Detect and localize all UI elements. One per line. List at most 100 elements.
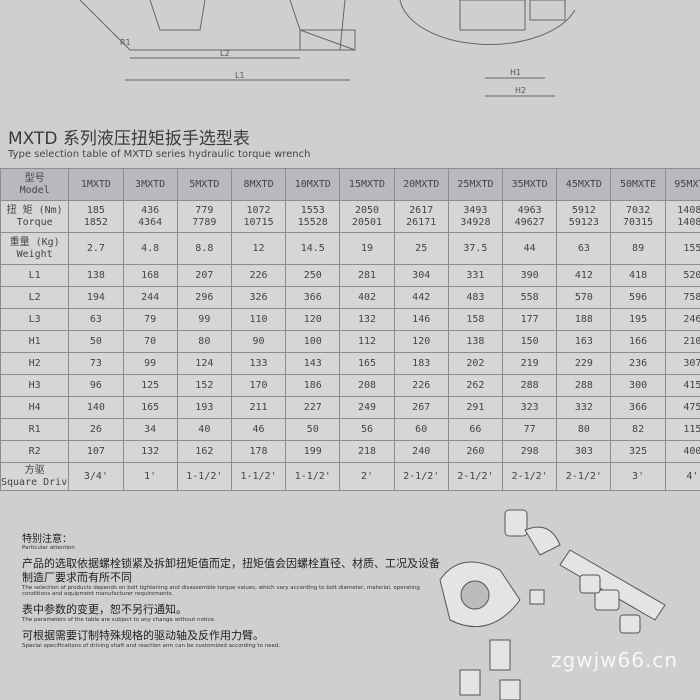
row-label: L2 — [0, 286, 70, 309]
row-label: H4 — [0, 396, 70, 419]
l2-label: L2 — [220, 49, 230, 58]
dim-cell: 166 — [610, 330, 666, 353]
dim-cell: 70 — [122, 330, 178, 353]
dim-cell: 50 — [68, 330, 124, 353]
note-item: 产品的选取依据螺栓锁紧及拆卸扭矩值而定，扭矩值会因螺栓直径、材质、工况及设备制造… — [22, 557, 440, 597]
dim-cell: 162 — [176, 440, 232, 463]
dim-cell: 219 — [502, 352, 558, 375]
torque-cell: 1553 15528 — [285, 200, 341, 233]
dim-row: L2 194 244 296 326 366 402 442 483 558 570 596 758 — [0, 286, 700, 309]
dim-cell: 183 — [393, 352, 449, 375]
header-row: 型号 Model 1MXTD 3MXTD 5MXTD 8MXTD 10MXTD 15MXTD 2… — [0, 168, 700, 201]
weight-cell: 12 — [230, 232, 287, 265]
dim-cell: 596 — [610, 286, 666, 309]
dim-cell: 177 — [502, 308, 558, 331]
drive-cell: 2-1/2' — [556, 462, 612, 491]
dim-cell: 281 — [339, 264, 395, 287]
dim-cell: 267 — [393, 396, 449, 419]
dim-cell: 146 — [393, 308, 449, 331]
row-label: 扭 矩 (Nm) Torque — [0, 200, 70, 233]
dim-cell: 520 — [664, 264, 700, 287]
drive-cell: 2-1/2' — [393, 462, 449, 491]
dim-cell: 138 — [447, 330, 504, 353]
dim-cell: 558 — [502, 286, 558, 309]
torque-cell: 4963 49627 — [502, 200, 558, 233]
model-header: 95MXTD — [664, 168, 700, 201]
dim-cell: 132 — [339, 308, 395, 331]
weight-cell: 14.5 — [285, 232, 341, 265]
row-label: 型号 Model — [0, 168, 70, 201]
page-title: MXTD 系列液压扭矩扳手选型表 — [8, 129, 250, 149]
dim-cell: 412 — [556, 264, 612, 287]
model-header: 10MXTD — [285, 168, 341, 201]
dim-cell: 34 — [122, 418, 178, 441]
dim-cell: 249 — [339, 396, 395, 419]
dim-cell: 246 — [664, 308, 700, 331]
model-header: 5MXTD — [176, 168, 232, 201]
notes-heading-en: Particular attention — [22, 545, 75, 551]
torque-cell: 7032 70315 — [610, 200, 666, 233]
dim-cell: 188 — [556, 308, 612, 331]
dim-cell: 168 — [122, 264, 178, 287]
dim-cell: 50 — [285, 418, 341, 441]
dim-cell: 26 — [68, 418, 124, 441]
dim-cell: 211 — [230, 396, 287, 419]
dim-cell: 325 — [610, 440, 666, 463]
dim-cell: 366 — [610, 396, 666, 419]
drive-cell: 1' — [122, 462, 178, 491]
dim-cell: 402 — [339, 286, 395, 309]
weight-cell: 155 — [664, 232, 700, 265]
dim-cell: 400 — [664, 440, 700, 463]
dim-row: H4 140 165 193 211 227 249 267 291 323 332 366 475 — [0, 396, 700, 419]
dim-cell: 442 — [393, 286, 449, 309]
exploded-parts-drawing — [439, 509, 666, 700]
dim-cell: 288 — [556, 374, 612, 397]
dim-cell: 110 — [230, 308, 287, 331]
dim-cell: 227 — [285, 396, 341, 419]
row-label: 重量 (Kg) Weight — [0, 232, 70, 265]
dim-cell: 120 — [285, 308, 341, 331]
dim-cell: 418 — [610, 264, 666, 287]
row-label: L3 — [0, 308, 70, 331]
dim-cell: 112 — [339, 330, 395, 353]
dim-row: H2 73 99 124 133 143 165 183 202 219 229 236 307 — [0, 352, 700, 375]
weight-cell: 63 — [556, 232, 612, 265]
dim-cell: 483 — [447, 286, 504, 309]
dim-cell: 150 — [502, 330, 558, 353]
dim-cell: 415 — [664, 374, 700, 397]
drive-cell: 2' — [339, 462, 395, 491]
r1-label: R1 — [120, 38, 131, 47]
model-header: 45MXTD — [556, 168, 612, 201]
h1-label: H1 — [510, 68, 521, 77]
dim-cell: 138 — [68, 264, 124, 287]
dim-cell: 288 — [502, 374, 558, 397]
drive-cell: 1-1/2' — [285, 462, 341, 491]
dim-cell: 332 — [556, 396, 612, 419]
weight-cell: 25 — [393, 232, 449, 265]
dim-cell: 307 — [664, 352, 700, 375]
dim-cell: 80 — [556, 418, 612, 441]
dim-cell: 143 — [285, 352, 341, 375]
torque-cell: 3493 34928 — [447, 200, 504, 233]
model-header: 25MXTD — [447, 168, 504, 201]
row-label: R1 — [0, 418, 70, 441]
dim-cell: 194 — [68, 286, 124, 309]
dim-cell: 758 — [664, 286, 700, 309]
model-header: 20MXTD — [393, 168, 449, 201]
dim-cell: 73 — [68, 352, 124, 375]
model-header: 50MXTE — [610, 168, 666, 201]
model-header: 3MXTD — [122, 168, 178, 201]
dim-cell: 132 — [122, 440, 178, 463]
dim-cell: 323 — [502, 396, 558, 419]
dim-cell: 226 — [230, 264, 287, 287]
dim-cell: 124 — [176, 352, 232, 375]
drive-cell: 4' — [664, 462, 700, 491]
dim-cell: 199 — [285, 440, 341, 463]
weight-cell: 37.5 — [447, 232, 504, 265]
dim-cell: 366 — [285, 286, 341, 309]
torque-cell: 185 1852 — [68, 200, 124, 233]
dim-cell: 140 — [68, 396, 124, 419]
dim-cell: 260 — [447, 440, 504, 463]
model-header: 1MXTD — [68, 168, 124, 201]
dim-cell: 99 — [122, 352, 178, 375]
